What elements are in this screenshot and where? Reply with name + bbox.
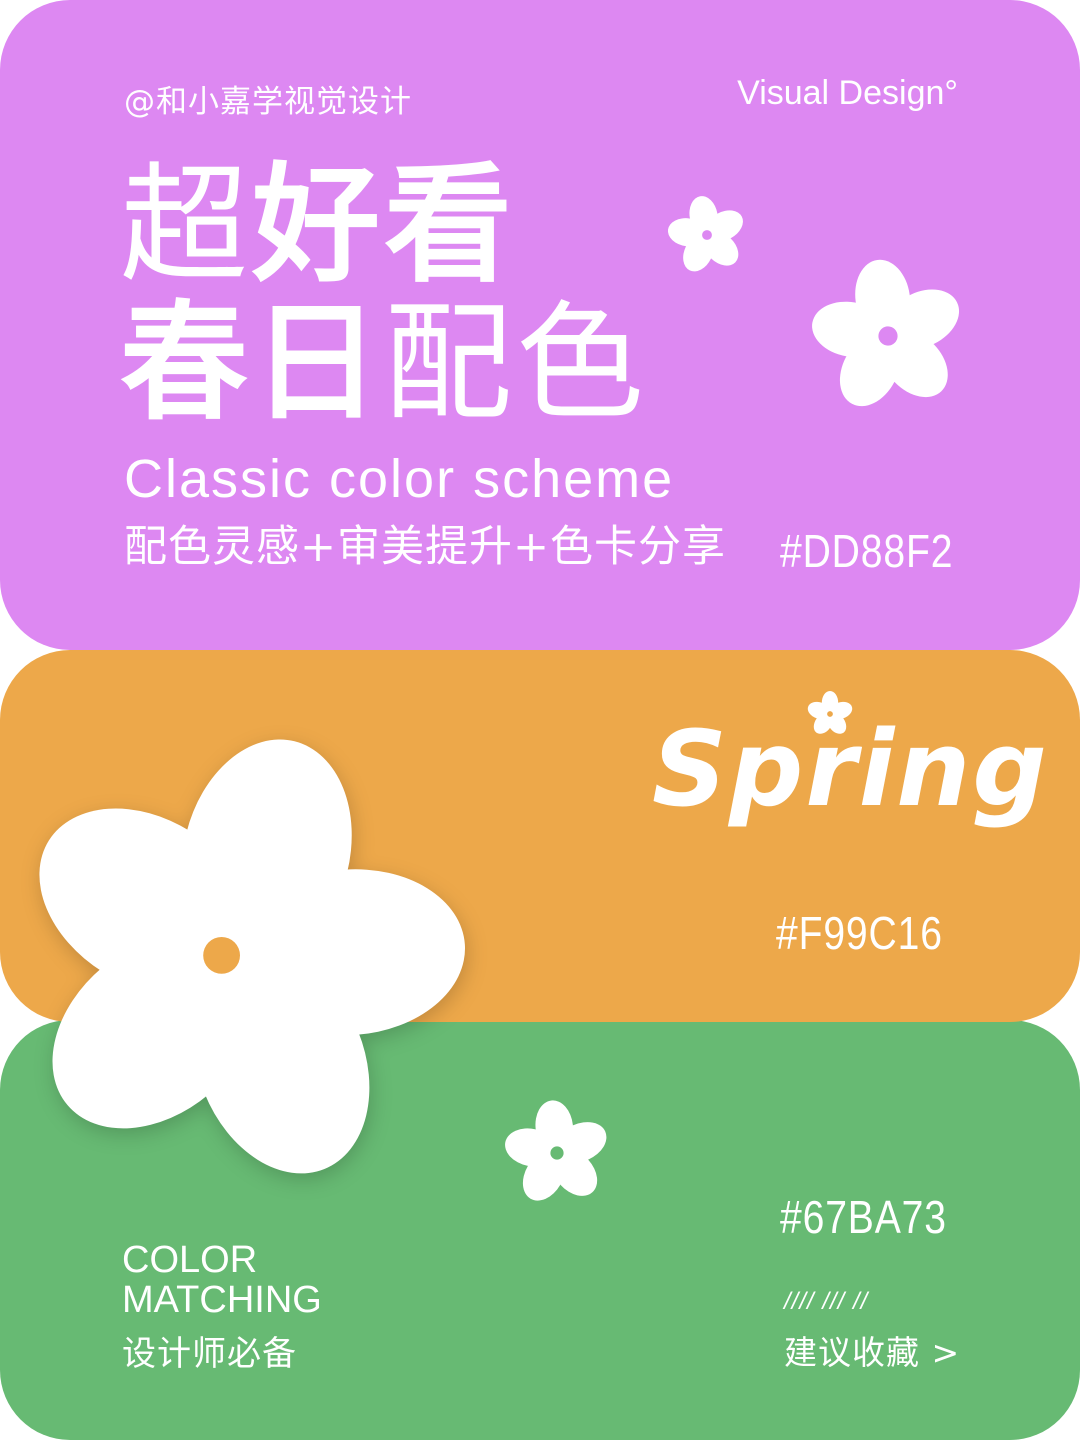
flower-icon — [667, 196, 743, 272]
title-line-1: 超好看 — [120, 162, 516, 290]
heading-line-1: COLOR — [122, 1239, 258, 1281]
heading-line-2: MATCHING — [122, 1279, 322, 1321]
save-suggestion-link[interactable]: 建议收藏 > — [784, 1333, 961, 1372]
hex-code-orange: #F99C16 — [776, 907, 943, 959]
flower-icon — [39, 739, 465, 1174]
hex-code-purple: #DD88F2 — [780, 525, 954, 577]
designer-essential-label: 设计师必备 — [122, 1334, 297, 1374]
decorative-slashes: //// /// // — [784, 1288, 869, 1315]
green-card: #67BA73 COLOR MATCHING 设计师必备 //// /// //… — [0, 1020, 1080, 1440]
color-matching-heading: COLOR MATCHING — [122, 1240, 322, 1320]
title-bold-part: 春日 — [120, 289, 385, 438]
title-line-2: 春日配色 — [120, 300, 648, 428]
hex-code-green: #67BA73 — [780, 1191, 947, 1243]
purple-card: @和小嘉学视觉设计 Visual Design° 超好看 春日配色 Classi… — [0, 0, 1080, 650]
title-thin-part: 配色 — [384, 289, 649, 438]
subtitle-english: Classic color scheme — [124, 449, 675, 509]
subtitle-chinese: 配色灵感+审美提升+色卡分享 — [124, 522, 727, 572]
flower-icon — [812, 259, 960, 407]
title-thin-part: 超 — [120, 151, 253, 300]
brand-label: Visual Design° — [737, 74, 958, 112]
title-bold-part: 好看 — [252, 151, 517, 300]
author-handle: @和小嘉学视觉设计 — [124, 84, 412, 120]
spring-word: Spring — [652, 708, 1049, 830]
flower-icon — [505, 1100, 607, 1201]
flower-icon — [807, 690, 853, 734]
